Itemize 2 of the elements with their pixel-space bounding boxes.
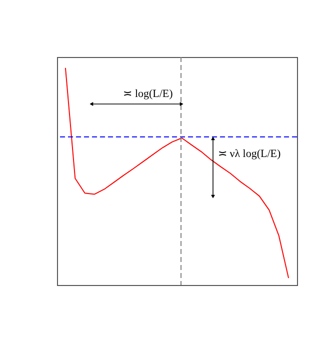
annotation: ≍ log(L/E) <box>123 88 174 100</box>
annotation: ≍ νλ log(L/E) <box>218 148 282 160</box>
